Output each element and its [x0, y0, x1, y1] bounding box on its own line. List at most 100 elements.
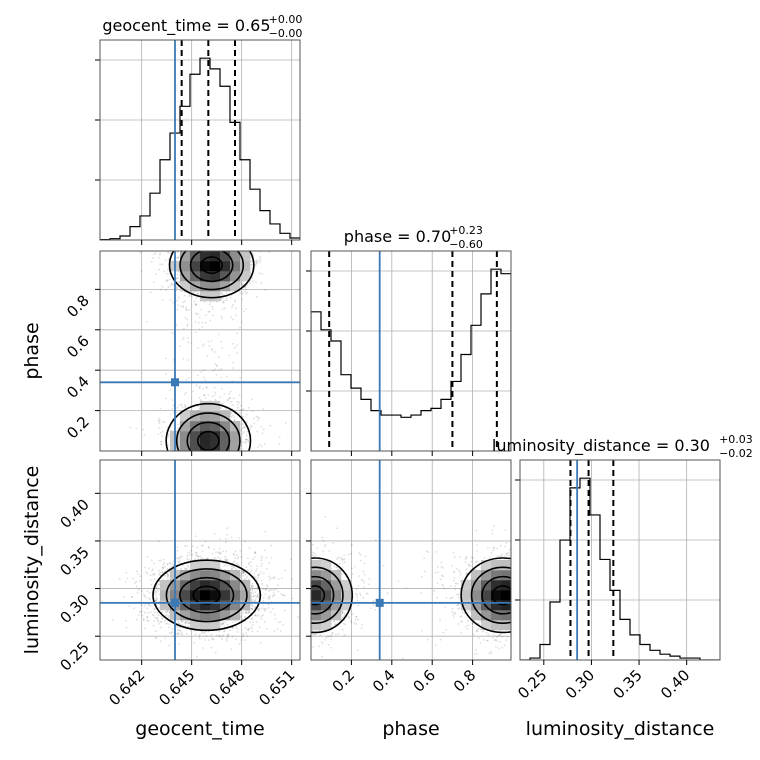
scatter-point: [175, 285, 178, 288]
scatter-point: [216, 455, 218, 457]
scatter-point: [171, 301, 174, 304]
scatter-point: [216, 473, 218, 475]
scatter-point: [219, 467, 221, 469]
scatter-point: [224, 470, 226, 472]
scatter-point: [257, 446, 260, 448]
scatter-point: [184, 620, 187, 623]
scatter-point: [198, 386, 201, 389]
scatter-point: [248, 546, 251, 549]
scatter-point: [263, 608, 265, 610]
scatter-point: [254, 576, 257, 579]
scatter-point: [200, 308, 203, 311]
scatter-point: [233, 451, 235, 453]
scatter-point: [196, 374, 199, 377]
scatter-point: [252, 592, 254, 595]
scatter-point: [152, 614, 155, 617]
scatter-point: [254, 591, 256, 594]
scatter-point: [157, 456, 159, 458]
scatter-point: [168, 273, 171, 275]
scatter-point: [171, 631, 174, 634]
scatter-point: [233, 457, 235, 459]
scatter-point: [187, 341, 190, 344]
scatter-point: [141, 614, 144, 617]
scatter-point: [221, 402, 224, 405]
scatter-point: [128, 605, 131, 608]
scatter-point: [244, 285, 247, 288]
scatter-point: [198, 396, 201, 399]
scatter-point: [211, 488, 213, 490]
scatter-point: [175, 324, 178, 326]
scatter-point: [164, 620, 166, 622]
scatter-point: [222, 232, 224, 234]
scatter-point: [234, 456, 236, 458]
scatter-point: [187, 377, 189, 379]
scatter-point: [206, 245, 208, 247]
scatter-point: [211, 247, 213, 249]
scatter-point: [215, 373, 218, 376]
scatter-point: [264, 530, 267, 533]
scatter-point: [236, 406, 239, 409]
density-cell: [210, 271, 221, 282]
scatter-point: [241, 408, 243, 411]
scatter-point: [232, 397, 235, 400]
scatter-point: [243, 455, 245, 457]
scatter-point: [149, 611, 152, 614]
scatter-point: [215, 464, 217, 466]
scatter-point: [129, 426, 132, 429]
scatter-point: [166, 575, 169, 578]
scatter-point: [159, 263, 162, 266]
scatter-point: [169, 562, 172, 565]
scatter-point: [231, 475, 233, 477]
scatter-point: [235, 245, 237, 247]
density-cell: [210, 401, 221, 412]
scatter-point: [204, 631, 206, 633]
scatter-point: [220, 452, 222, 454]
scatter-point: [188, 294, 191, 296]
scatter-point: [164, 614, 167, 617]
scatter-point: [140, 610, 143, 613]
scatter-point: [215, 456, 217, 458]
scatter-point: [260, 607, 263, 610]
scatter-point: [264, 610, 266, 612]
scatter-point: [183, 453, 185, 455]
scatter-point: [153, 591, 156, 594]
scatter-point: [173, 246, 175, 248]
scatter-point: [272, 576, 274, 579]
scatter-point: [159, 431, 162, 434]
scatter-point: [213, 463, 215, 465]
scatter-point: [204, 540, 207, 543]
scatter-point: [252, 254, 255, 256]
scatter-point: [150, 583, 153, 586]
scatter-point: [248, 241, 250, 243]
scatter-point: [221, 248, 223, 250]
scatter-point: [198, 481, 200, 483]
scatter-point: [212, 454, 214, 456]
scatter-point: [219, 480, 221, 482]
scatter-point: [233, 346, 236, 349]
scatter-point: [235, 454, 237, 456]
scatter-point: [199, 242, 201, 244]
scatter-point: [185, 632, 188, 635]
scatter-point: [247, 452, 249, 454]
scatter-point: [240, 321, 243, 323]
scatter-point: [186, 325, 189, 328]
scatter-point: [225, 472, 227, 474]
scatter-point: [143, 241, 145, 243]
scatter-point: [139, 575, 142, 578]
scatter-point: [243, 247, 245, 249]
scatter-point: [190, 245, 192, 247]
scatter-point: [225, 299, 228, 302]
scatter-point: [244, 286, 247, 288]
scatter-point: [230, 490, 232, 492]
scatter-point: [222, 550, 224, 553]
scatter-point: [254, 551, 257, 553]
scatter-point: [221, 623, 224, 626]
scatter-point: [251, 588, 254, 591]
density-cell: [220, 271, 231, 282]
density-cell: [180, 261, 191, 272]
scatter-point: [164, 637, 167, 639]
scatter-point: [267, 603, 270, 606]
scatter-point: [198, 385, 201, 388]
panel-title-geocent_time: geocent_time = 0.65+0.00−0.00: [102, 13, 302, 40]
scatter-point: [235, 626, 238, 628]
